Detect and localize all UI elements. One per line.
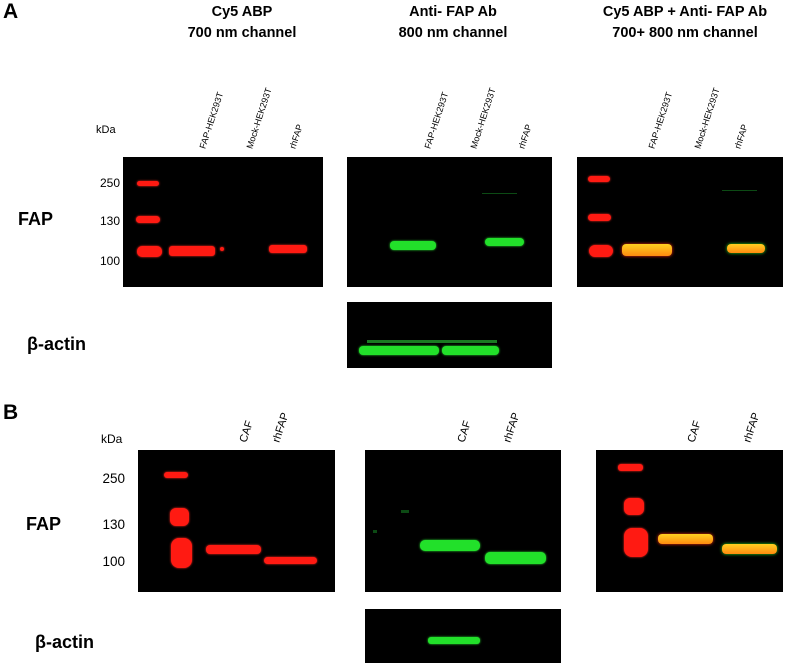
panel-b-letter: B: [3, 401, 19, 424]
lane-label: CAF: [237, 419, 256, 444]
blot-b-overlay: [596, 450, 783, 592]
lane-label: CAF: [685, 419, 704, 444]
blot-b-800: [365, 450, 561, 592]
faint-band: [722, 190, 757, 191]
ladder-band: [137, 246, 162, 257]
kda-label-a: kDa: [96, 124, 116, 136]
lane-label: CAF: [455, 419, 474, 444]
kda-label-b: kDa: [101, 432, 123, 446]
mw-marker: 250: [102, 471, 125, 486]
fap-band: [727, 244, 765, 253]
ladder-band: [589, 245, 613, 257]
lane-label: Mock-HEK293T: [244, 86, 274, 150]
ladder-band: [624, 498, 644, 515]
mw-marker: 250: [99, 176, 120, 190]
actin-band: [442, 346, 499, 355]
fap-band: [269, 245, 307, 253]
row-label-fap-a: FAP: [18, 209, 54, 229]
fap-band: [622, 244, 672, 256]
row-label-actin-a: β-actin: [27, 334, 86, 354]
lane-label: rhFAP: [741, 411, 763, 444]
fap-band: [420, 540, 480, 551]
fap-band: [169, 246, 215, 256]
col-title-line2: 700+ 800 nm channel: [612, 25, 758, 41]
ladder-band: [164, 472, 188, 478]
lane-label: Mock-HEK293T: [468, 86, 498, 150]
blot-a-800: [347, 157, 552, 287]
mw-marker: 130: [99, 214, 120, 228]
blot-b-actin: [365, 609, 561, 663]
fap-band: [485, 238, 524, 246]
mw-marker: 100: [102, 554, 125, 569]
lane-label: Mock-HEK293T: [692, 86, 722, 150]
fap-band: [264, 557, 317, 564]
fap-band: [206, 545, 261, 554]
mw-marker: 130: [102, 517, 125, 532]
col-title-a-800: Anti- FAP Ab 800 nm channel: [368, 2, 538, 44]
lane-label: rhFAP: [516, 123, 534, 150]
lane-label: rhFAP: [732, 123, 750, 150]
actin-band: [428, 637, 480, 644]
blot-b-700: [138, 450, 335, 592]
fap-band: [390, 241, 436, 250]
fap-band: [485, 552, 546, 564]
col-title-line2: 800 nm channel: [398, 25, 508, 41]
row-label-actin-b: β-actin: [35, 632, 94, 652]
fap-band: [658, 534, 713, 544]
col-title-a-overlay: Cy5 ABP + Anti- FAP Ab 700+ 800 nm chann…: [575, 2, 795, 44]
panel-a-letter: A: [3, 0, 19, 23]
ladder-band: [136, 216, 160, 223]
lane-label: rhFAP: [287, 123, 305, 150]
ladder-band: [137, 181, 159, 186]
lane-label: rhFAP: [270, 411, 292, 444]
lane-label: FAP-HEK293T: [197, 90, 226, 150]
fap-band: [220, 247, 224, 251]
col-title-line1: Cy5 ABP + Anti- FAP Ab: [602, 4, 768, 20]
blot-a-700: [123, 157, 323, 287]
ladder-band: [170, 508, 189, 526]
row-label-fap-b: FAP: [26, 514, 62, 534]
col-title-line1: Cy5 ABP: [211, 4, 273, 20]
actin-band-faint: [367, 340, 497, 343]
speck: [373, 530, 377, 533]
speck: [401, 510, 409, 513]
blot-a-overlay: [577, 157, 783, 287]
ladder-band: [624, 528, 648, 557]
lane-label: FAP-HEK293T: [646, 90, 675, 150]
ladder-band: [171, 538, 192, 568]
fap-band: [722, 544, 777, 554]
lane-label: rhFAP: [501, 411, 523, 444]
col-title-line2: 700 nm channel: [187, 25, 297, 41]
ladder-band: [588, 214, 611, 221]
lane-label: FAP-HEK293T: [422, 90, 451, 150]
mw-marker: 100: [99, 254, 120, 268]
ladder-band: [588, 176, 610, 182]
blot-a-actin: [347, 302, 552, 368]
actin-band: [359, 346, 439, 355]
ladder-band: [618, 464, 643, 471]
col-title-line1: Anti- FAP Ab: [409, 4, 497, 20]
faint-band: [482, 193, 517, 194]
col-title-a-700: Cy5 ABP 700 nm channel: [157, 2, 327, 44]
